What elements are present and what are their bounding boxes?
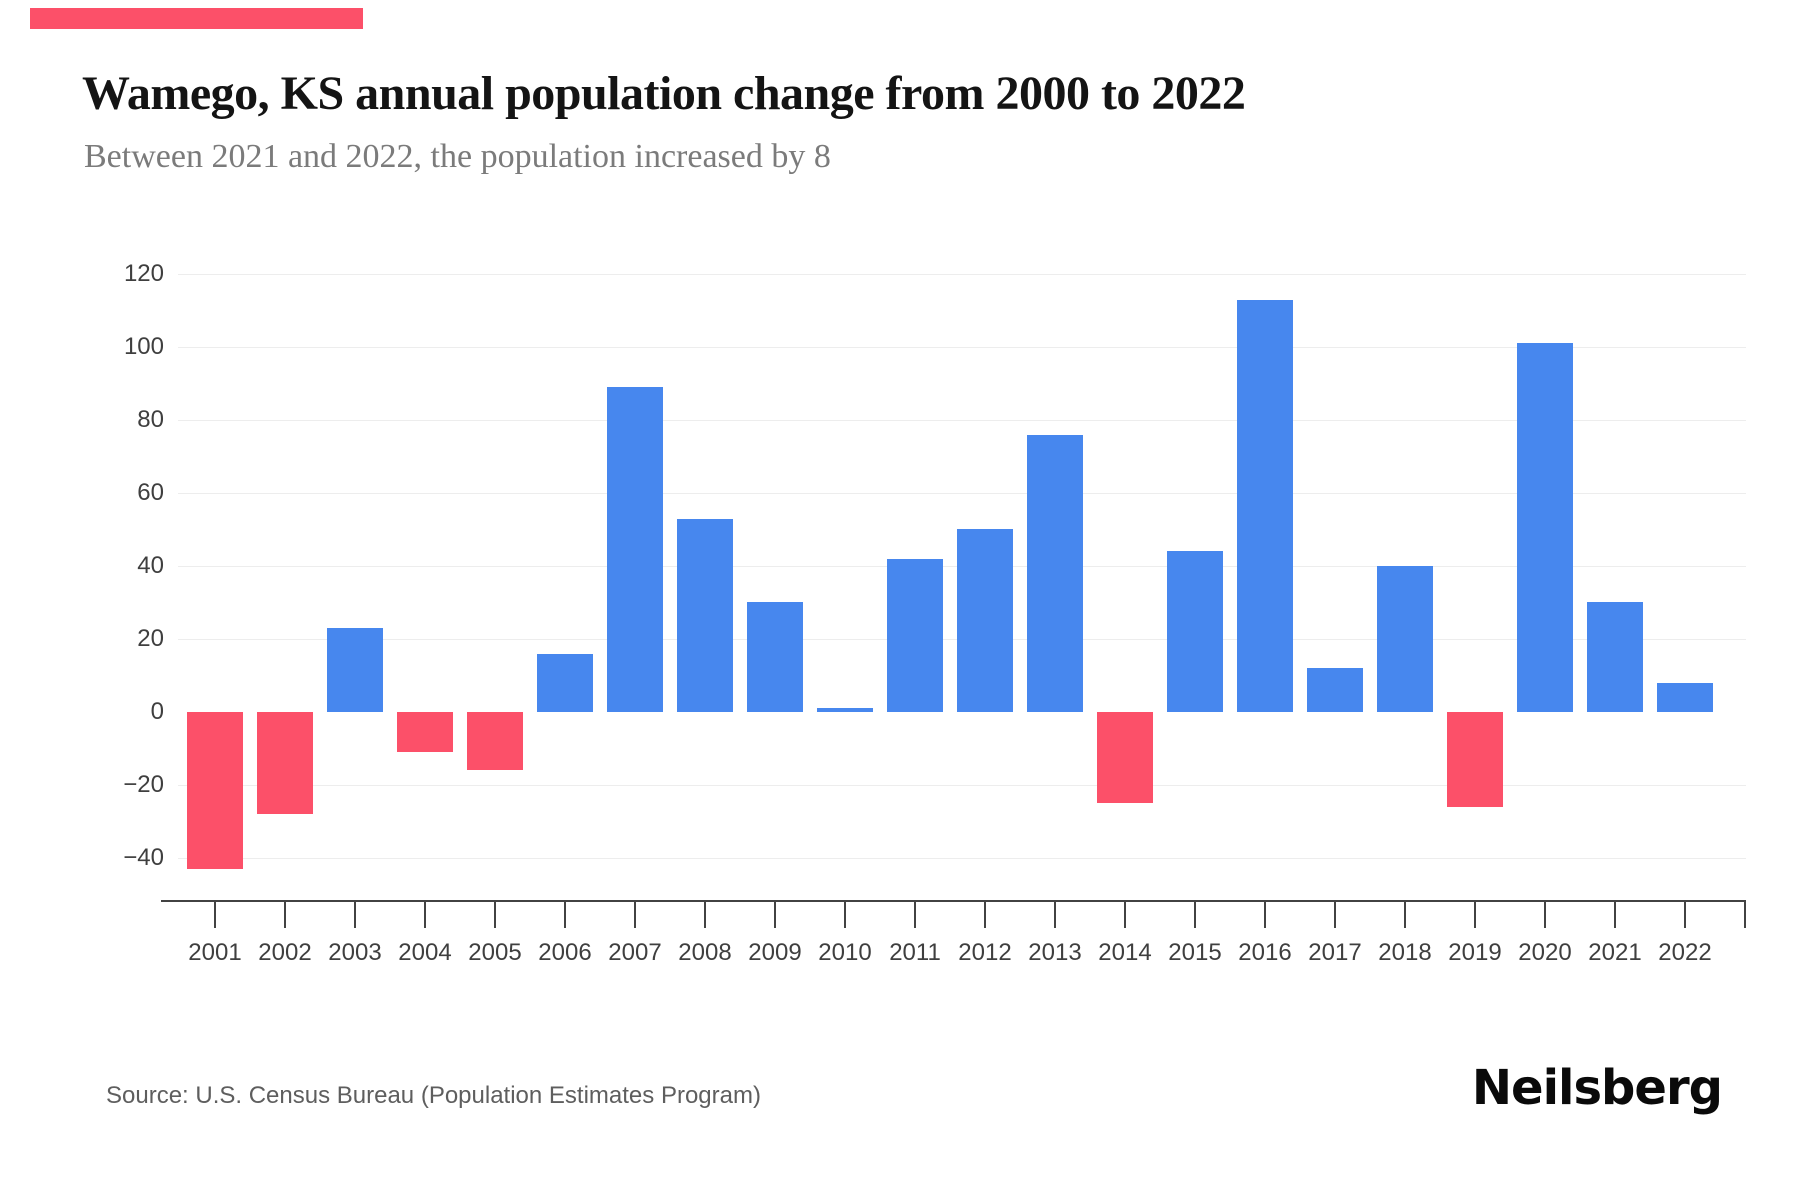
x-tick [1544, 900, 1546, 928]
x-tick-label-2016: 2016 [1238, 939, 1292, 966]
gridline--20 [178, 785, 1746, 786]
gridline-120 [178, 274, 1746, 275]
x-tick-label-2001: 2001 [188, 939, 242, 966]
x-tick-label-2015: 2015 [1168, 939, 1222, 966]
y-tick-label: 0 [150, 698, 164, 725]
x-tick [1474, 900, 1476, 928]
y-tick-label: 100 [123, 333, 164, 360]
x-tick-label-2005: 2005 [468, 939, 522, 966]
bar-2009 [747, 602, 803, 712]
x-tick-label-2020: 2020 [1518, 939, 1572, 966]
x-tick [284, 900, 286, 928]
x-axis-line [161, 900, 1746, 902]
bar-2021 [1587, 602, 1643, 712]
x-tick-label-2006: 2006 [538, 939, 592, 966]
bar-2004 [397, 712, 453, 752]
source-attribution: Source: U.S. Census Bureau (Population E… [106, 1082, 761, 1109]
chart-subtitle: Between 2021 and 2022, the population in… [84, 138, 831, 175]
bar-2003 [327, 628, 383, 712]
x-tick [844, 900, 846, 928]
bar-2022 [1657, 683, 1713, 712]
y-tick-label: −40 [123, 844, 164, 871]
x-tick [984, 900, 986, 928]
y-tick-label: 40 [137, 552, 164, 579]
x-tick-label-2003: 2003 [328, 939, 382, 966]
x-tick-label-2004: 2004 [398, 939, 452, 966]
bar-2010 [817, 708, 873, 712]
x-tick [1614, 900, 1616, 928]
bar-2013 [1027, 435, 1083, 712]
y-tick-label: −20 [123, 771, 164, 798]
bar-2005 [467, 712, 523, 770]
x-axis-end-tick [1744, 900, 1746, 928]
gridline-60 [178, 493, 1746, 494]
bar-2014 [1097, 712, 1153, 803]
bar-2017 [1307, 668, 1363, 712]
chart-title: Wamego, KS annual population change from… [82, 67, 1246, 120]
x-tick-label-2013: 2013 [1028, 939, 1082, 966]
x-tick-label-2021: 2021 [1588, 939, 1642, 966]
bar-2015 [1167, 551, 1223, 712]
x-tick [214, 900, 216, 928]
bar-2012 [957, 529, 1013, 712]
bar-2001 [187, 712, 243, 869]
x-tick [1684, 900, 1686, 928]
x-tick [564, 900, 566, 928]
x-tick [1124, 900, 1126, 928]
x-tick [704, 900, 706, 928]
x-tick [914, 900, 916, 928]
x-tick [1404, 900, 1406, 928]
x-tick [774, 900, 776, 928]
y-tick-label: 20 [137, 625, 164, 652]
x-tick-label-2017: 2017 [1308, 939, 1362, 966]
x-tick-label-2008: 2008 [678, 939, 732, 966]
bar-2019 [1447, 712, 1503, 807]
bar-2011 [887, 559, 943, 712]
x-tick [1054, 900, 1056, 928]
bar-2002 [257, 712, 313, 814]
y-tick-label: 120 [123, 260, 164, 287]
x-tick-label-2009: 2009 [748, 939, 802, 966]
x-tick [1334, 900, 1336, 928]
x-tick-label-2012: 2012 [958, 939, 1012, 966]
bar-2006 [537, 654, 593, 712]
bar-2007 [607, 387, 663, 712]
x-tick-label-2019: 2019 [1448, 939, 1502, 966]
bar-2008 [677, 519, 733, 712]
gridline-80 [178, 420, 1746, 421]
x-tick-label-2002: 2002 [258, 939, 312, 966]
y-tick-label: 80 [137, 406, 164, 433]
bar-2020 [1517, 343, 1573, 712]
x-tick-label-2022: 2022 [1658, 939, 1712, 966]
x-tick-label-2011: 2011 [889, 939, 941, 966]
x-tick [634, 900, 636, 928]
neilsberg-logo[interactable]: Neilsberg [1471, 1060, 1723, 1116]
x-tick [1194, 900, 1196, 928]
x-tick [424, 900, 426, 928]
x-tick-label-2014: 2014 [1098, 939, 1152, 966]
x-tick-label-2007: 2007 [608, 939, 662, 966]
gridline--40 [178, 858, 1746, 859]
x-tick [354, 900, 356, 928]
x-tick-label-2018: 2018 [1378, 939, 1432, 966]
gridline-100 [178, 347, 1746, 348]
x-tick [494, 900, 496, 928]
y-tick-label: 60 [137, 479, 164, 506]
bar-2018 [1377, 566, 1433, 712]
accent-bar [30, 8, 363, 29]
x-tick [1264, 900, 1266, 928]
bar-2016 [1237, 300, 1293, 712]
x-tick-label-2010: 2010 [818, 939, 872, 966]
